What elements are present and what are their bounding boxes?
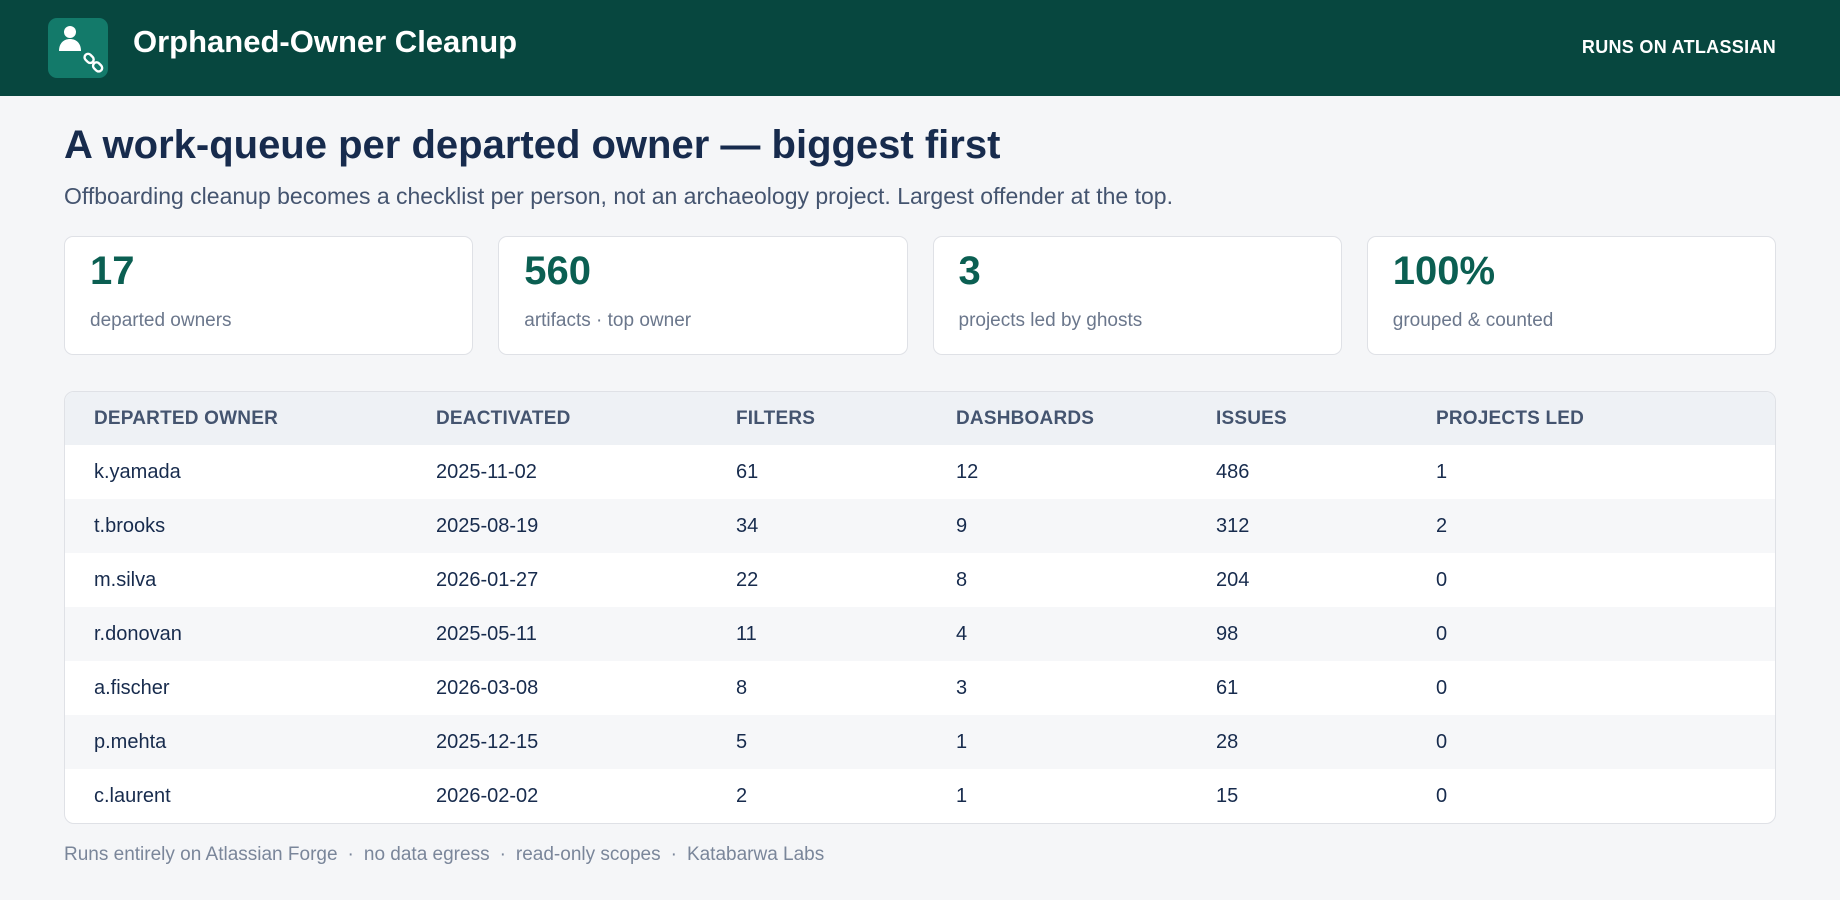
table-row[interactable]: t.brooks 2025-08-19 34 9 312 2 <box>65 499 1775 553</box>
stat-label: artifacts · top owner <box>524 310 692 331</box>
column-header-projects-led[interactable]: PROJECTS LED <box>1436 392 1775 445</box>
runs-on-atlassian-link[interactable]: RUNS ON ATLASSIAN <box>1581 36 1776 57</box>
stat-value: 560 <box>524 249 591 293</box>
footer-item-read-only: read-only scopes <box>515 844 661 865</box>
table-row[interactable]: k.yamada 2025-11-02 61 12 486 1 <box>65 445 1775 499</box>
stat-card-departed-owners: 17 departed owners <box>64 236 474 355</box>
cell-dashboards: 12 <box>956 460 979 483</box>
table-row[interactable]: c.laurent 2026-02-02 2 1 15 0 <box>65 769 1775 823</box>
cell-filters: 61 <box>736 460 759 483</box>
page-headline: A work-queue per departed owner — bigges… <box>64 123 1001 167</box>
cell-dashboards: 3 <box>956 676 968 699</box>
column-header-deactivated[interactable]: DEACTIVATED <box>436 392 736 445</box>
table-row[interactable]: p.mehta 2025-12-15 5 1 28 0 <box>65 715 1775 769</box>
cell-issues: 28 <box>1216 715 1436 769</box>
stat-label: projects led by ghosts <box>958 310 1143 331</box>
cell-deactivated: 2025-12-15 <box>436 715 736 769</box>
cell-issues: 98 <box>1216 607 1436 661</box>
cell-dashboards: 1 <box>956 715 1216 769</box>
cell-owner: k.yamada <box>94 460 181 483</box>
owners-table: DEPARTED OWNER DEACTIVATED FILTERS DASHB… <box>64 391 1776 824</box>
cell-owner: m.silva <box>94 568 157 591</box>
cell-owner: t.brooks <box>65 499 436 553</box>
cell-issues: 486 <box>1216 460 1250 483</box>
stat-card-ghost-projects: 3 projects led by ghosts <box>932 236 1342 355</box>
cell-filters: 11 <box>736 607 956 661</box>
table-row[interactable]: a.fischer 2026-03-08 8 3 61 0 <box>65 661 1775 715</box>
footer-separator: · <box>670 844 677 865</box>
column-header-departed-owner[interactable]: DEPARTED OWNER <box>65 392 436 445</box>
column-header-dashboards[interactable]: DASHBOARDS <box>956 392 1216 445</box>
cell-owner: a.fischer <box>94 676 170 699</box>
stat-value: 100% <box>1392 249 1496 293</box>
footer-item-no-egress: no data egress <box>363 844 490 865</box>
cell-issues: 61 <box>1216 676 1239 699</box>
stat-label: grouped & counted <box>1392 310 1554 331</box>
cell-dashboards: 4 <box>956 607 1216 661</box>
cell-projects-led: 0 <box>1436 676 1448 699</box>
cell-filters: 5 <box>736 715 956 769</box>
cell-filters: 2 <box>736 784 748 807</box>
stat-card-top-owner-artifacts: 560 artifacts · top owner <box>498 236 908 355</box>
app-logo <box>48 18 108 78</box>
cell-deactivated: 2026-02-02 <box>436 784 539 807</box>
stat-card-grouped: 100% grouped & counted <box>1366 236 1776 355</box>
cell-dashboards: 1 <box>956 784 968 807</box>
cell-deactivated: 2025-08-19 <box>436 499 736 553</box>
page-subhead: Offboarding cleanup becomes a checklist … <box>64 183 1173 209</box>
column-header-filters[interactable]: FILTERS <box>736 392 956 445</box>
stat-value: 17 <box>90 249 135 293</box>
stat-value: 3 <box>958 249 981 293</box>
cell-filters: 8 <box>736 676 748 699</box>
cell-owner: r.donovan <box>65 607 436 661</box>
cell-projects-led: 0 <box>1436 715 1775 769</box>
cell-deactivated: 2025-11-02 <box>436 460 537 483</box>
stats-row: 17 departed owners 560 artifacts · top o… <box>64 236 1776 355</box>
cell-projects-led: 1 <box>1436 460 1448 483</box>
cell-filters: 22 <box>736 568 759 591</box>
cell-dashboards: 9 <box>956 499 1216 553</box>
cell-issues: 15 <box>1216 784 1239 807</box>
cell-filters: 34 <box>736 499 956 553</box>
cell-deactivated: 2026-01-27 <box>436 568 539 591</box>
cell-projects-led: 0 <box>1436 568 1448 591</box>
footer-separator: · <box>347 844 354 865</box>
table-row[interactable]: m.silva 2026-01-27 22 8 204 0 <box>65 553 1775 607</box>
table-row[interactable]: r.donovan 2025-05-11 11 4 98 0 <box>65 607 1775 661</box>
main-content: A work-queue per departed owner — bigges… <box>0 123 1840 866</box>
cell-owner: p.mehta <box>65 715 436 769</box>
cell-issues: 312 <box>1216 499 1436 553</box>
stat-label: departed owners <box>90 310 232 331</box>
cell-deactivated: 2026-03-08 <box>436 676 539 699</box>
column-header-issues[interactable]: ISSUES <box>1216 392 1436 445</box>
footer: Runs entirely on Atlassian Forge · no data… <box>64 844 1776 866</box>
cell-issues: 204 <box>1216 568 1250 591</box>
top-bar: Orphaned-Owner Cleanup RUNS ON ATLASSIAN <box>0 0 1840 96</box>
cell-projects-led: 2 <box>1436 499 1775 553</box>
table-header-row: DEPARTED OWNER DEACTIVATED FILTERS DASHB… <box>65 392 1775 445</box>
app-title: Orphaned-Owner Cleanup <box>133 24 518 59</box>
footer-item-vendor: Katabarwa Labs <box>686 844 825 865</box>
person-chain-link-icon <box>59 26 104 73</box>
cell-owner: c.laurent <box>94 784 171 807</box>
cell-dashboards: 8 <box>956 568 968 591</box>
footer-separator: · <box>499 844 506 865</box>
cell-projects-led: 0 <box>1436 607 1775 661</box>
footer-item-forge: Runs entirely on Atlassian Forge <box>64 844 338 865</box>
cell-deactivated: 2025-05-11 <box>436 607 736 661</box>
cell-projects-led: 0 <box>1436 784 1448 807</box>
